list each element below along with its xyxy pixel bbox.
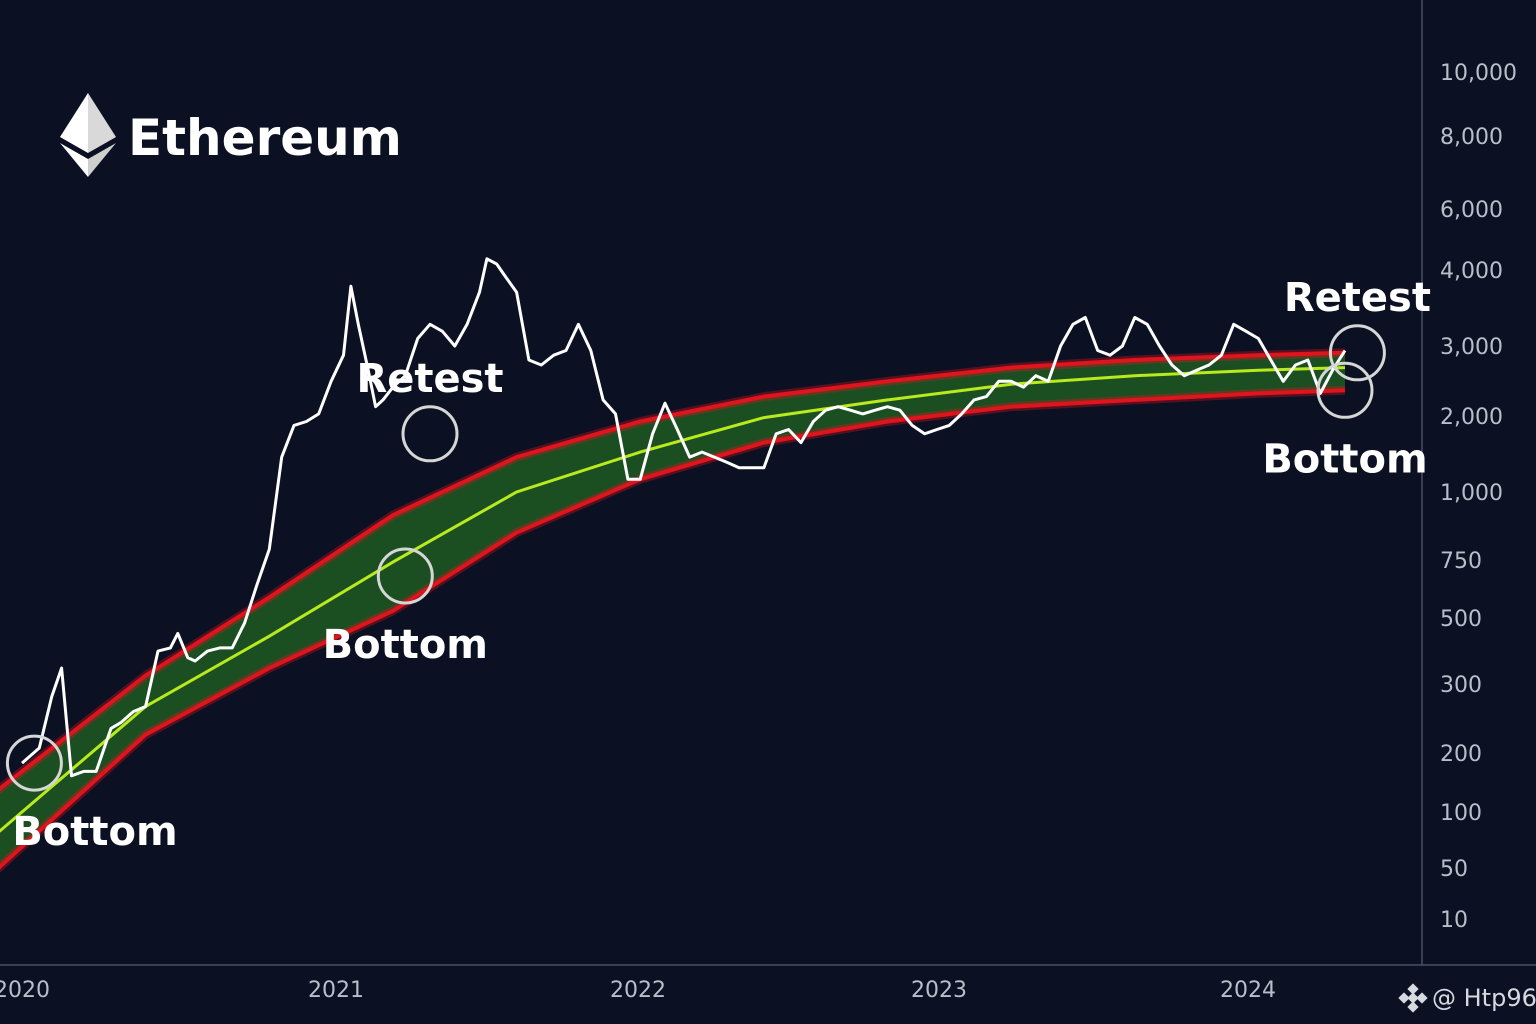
x-tick-label: 2024 bbox=[1220, 978, 1276, 1003]
annotation-label: Bottom bbox=[1262, 436, 1427, 482]
y-tick-label: 300 bbox=[1440, 673, 1482, 698]
y-tick-label: 3,000 bbox=[1440, 335, 1503, 360]
y-tick-label: 500 bbox=[1440, 607, 1482, 632]
y-tick-label: 100 bbox=[1440, 801, 1482, 826]
x-tick-label: 2023 bbox=[911, 978, 967, 1003]
annotation-circle bbox=[5, 734, 63, 792]
credit-handle: @ Htp96 bbox=[1432, 984, 1536, 1012]
annotation-label: Retest bbox=[356, 356, 503, 402]
price-line bbox=[21, 257, 1347, 778]
band-fill bbox=[0, 352, 1345, 867]
annotation-circle bbox=[1328, 324, 1386, 382]
ethereum-diamond-icon bbox=[60, 93, 116, 177]
y-tick-label: 4,000 bbox=[1440, 259, 1503, 284]
annotations: Bottom Retest Bottom Retest Bottom bbox=[5, 275, 1431, 855]
y-tick-label: 10,000 bbox=[1440, 61, 1517, 86]
annotation-label: Bottom bbox=[12, 809, 177, 855]
y-tick-label: 6,000 bbox=[1440, 198, 1503, 223]
annotation-label: Bottom bbox=[323, 622, 488, 668]
axes: 10,000 8,000 6,000 4,000 3,000 2,000 1,000 750 5… bbox=[0, 0, 1536, 1003]
band-upper-edge bbox=[0, 350, 1346, 792]
price-series bbox=[21, 257, 1347, 778]
annotation-circle bbox=[401, 405, 459, 463]
annotation-label: Retest bbox=[1284, 275, 1431, 321]
y-tick-label: 10 bbox=[1440, 908, 1468, 933]
annotation-circle bbox=[1316, 361, 1374, 419]
chart-title: Ethereum bbox=[128, 109, 402, 167]
y-tick-label: 8,000 bbox=[1440, 125, 1503, 150]
y-tick-label: 1,000 bbox=[1440, 481, 1503, 506]
x-tick-label: 2022 bbox=[610, 978, 666, 1003]
binance-diamond-icon bbox=[1398, 983, 1428, 1013]
x-tick-label: 2020 bbox=[0, 978, 50, 1003]
y-tick-label: 50 bbox=[1440, 857, 1468, 882]
title-block: Ethereum bbox=[60, 93, 402, 177]
x-tick-label: 2021 bbox=[308, 978, 364, 1003]
annotation-circle bbox=[376, 547, 434, 605]
y-tick-label: 750 bbox=[1440, 549, 1482, 574]
credit-block: @ Htp96 bbox=[1398, 983, 1536, 1013]
y-tick-label: 2,000 bbox=[1440, 405, 1503, 430]
y-tick-label: 200 bbox=[1440, 742, 1482, 767]
